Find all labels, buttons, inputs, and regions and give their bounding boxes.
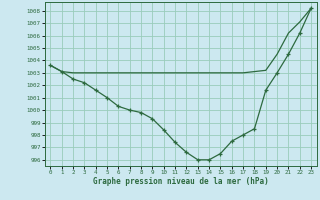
X-axis label: Graphe pression niveau de la mer (hPa): Graphe pression niveau de la mer (hPa) (93, 177, 269, 186)
